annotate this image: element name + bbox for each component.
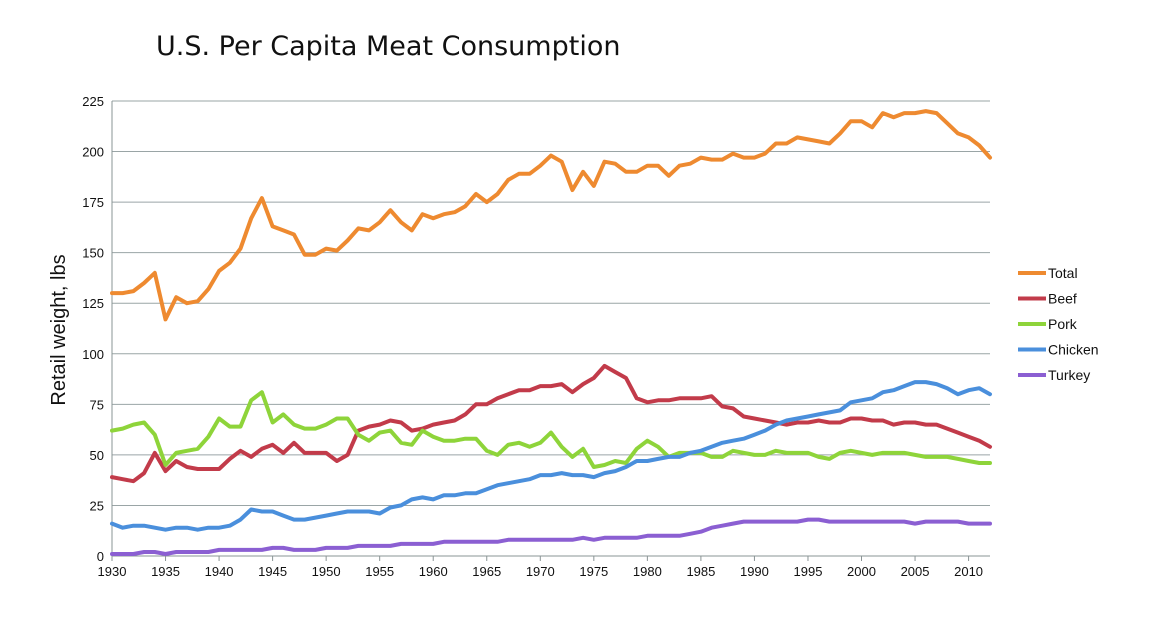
chart-title: U.S. Per Capita Meat Consumption — [156, 31, 620, 62]
series-line-chicken — [110, 380, 992, 532]
y-axis-ticks: 0 25 50 75 100 125 150 175 200 225 — [82, 94, 104, 564]
x-tick-label: 1975 — [579, 564, 608, 579]
x-axis-ticks: 1930 1935 1940 1945 1950 1955 1960 1965 1970 1975… — [98, 556, 983, 579]
x-tick-label: 1930 — [98, 564, 127, 579]
gridlines — [112, 100, 990, 506]
y-tick-label: 125 — [82, 296, 104, 311]
legend: Total Beef Pork Chicken Turkey — [1018, 265, 1099, 383]
x-tick-label: 1980 — [633, 564, 662, 579]
y-axis-label: Retail weight, lbs — [48, 254, 70, 405]
y-tick-label: 50 — [90, 448, 104, 463]
series-line-pork — [110, 390, 992, 469]
series-line-turkey — [110, 517, 992, 556]
x-tick-label: 1985 — [686, 564, 715, 579]
x-tick-label: 1970 — [526, 564, 555, 579]
y-tick-label: 25 — [90, 498, 104, 513]
x-tick-label: 1965 — [472, 564, 501, 579]
legend-label: Chicken — [1048, 342, 1099, 358]
x-tick-label: 2010 — [954, 564, 983, 579]
series-lines — [110, 109, 992, 556]
x-tick-label: 1995 — [794, 564, 823, 579]
legend-item-turkey: Turkey — [1018, 367, 1090, 383]
x-tick-label: 2005 — [901, 564, 930, 579]
y-tick-label: 200 — [82, 145, 104, 160]
legend-item-total: Total — [1018, 265, 1078, 281]
series-line-total — [110, 109, 992, 322]
series-line-beef — [110, 363, 992, 484]
x-tick-label: 1945 — [258, 564, 287, 579]
legend-label: Total — [1048, 265, 1078, 281]
x-tick-label: 1960 — [419, 564, 448, 579]
legend-item-beef: Beef — [1018, 291, 1077, 307]
y-tick-label: 100 — [82, 347, 104, 362]
y-tick-label: 75 — [90, 397, 104, 412]
legend-label: Turkey — [1048, 367, 1090, 383]
legend-label: Beef — [1048, 291, 1077, 307]
y-tick-label: 175 — [82, 195, 104, 210]
legend-label: Pork — [1048, 316, 1078, 332]
y-tick-label: 150 — [82, 246, 104, 261]
x-tick-label: 1955 — [365, 564, 394, 579]
x-tick-label: 1950 — [312, 564, 341, 579]
x-tick-label: 1935 — [151, 564, 180, 579]
y-tick-label: 225 — [82, 94, 104, 109]
x-tick-label: 1940 — [205, 564, 234, 579]
legend-item-pork: Pork — [1018, 316, 1078, 332]
y-tick-label: 0 — [97, 549, 104, 564]
x-tick-label: 1990 — [740, 564, 769, 579]
legend-item-chicken: Chicken — [1018, 342, 1099, 358]
axes — [111, 101, 990, 557]
x-tick-label: 2000 — [847, 564, 876, 579]
